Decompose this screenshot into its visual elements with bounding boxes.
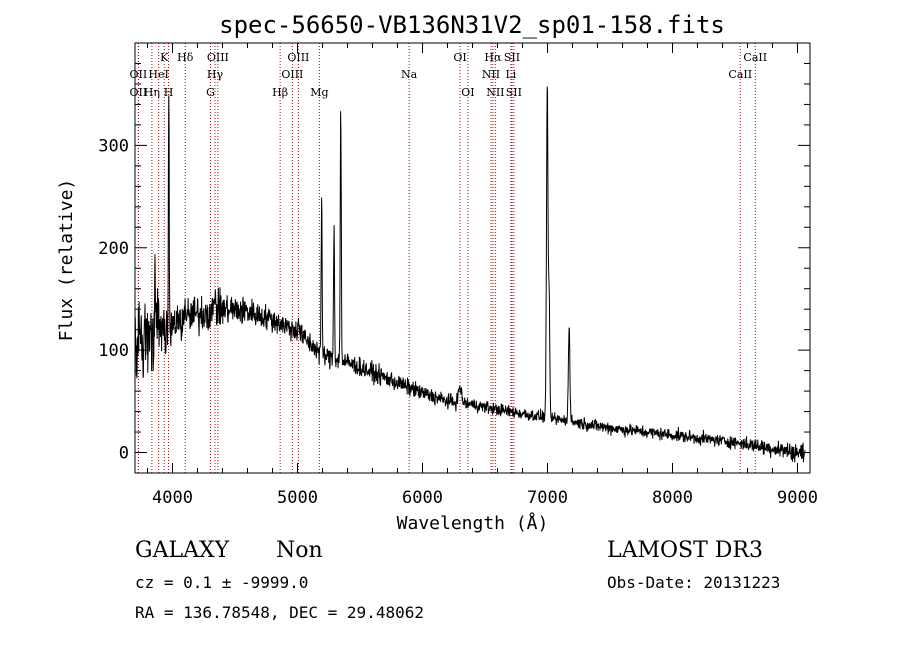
line-marker-label: OII [130,86,148,99]
chart-title: spec-56650-VB136N31V2_sp01-158.fits [219,11,725,39]
line-marker-label: Hη [144,86,160,99]
x-tick-label: 8000 [652,488,693,508]
line-marker-label: CaII [743,51,767,64]
line-marker-label: Hγ [207,68,224,81]
line-marker-label: Hα [484,51,502,64]
x-tick-label: 6000 [402,488,443,508]
line-marker-label: Hβ [272,86,288,99]
line-marker-label: HeI [148,68,168,81]
line-marker-label: OIII [207,51,229,64]
x-tick-label: 4000 [152,488,193,508]
line-marker-label: OI [461,86,474,99]
line-marker-label: CaII [728,68,752,81]
y-tick-label: 300 [98,136,129,156]
x-tick-label: 9000 [777,488,818,508]
line-marker-label: Na [401,68,418,81]
line-marker-label: OIII [281,68,303,81]
line-marker-label: Hδ [177,51,194,64]
redshift-value: cz = 0.1 ± -9999.0 [135,573,309,592]
line-marker-label: K [160,51,169,64]
line-marker-label: NII [486,86,504,99]
x-tick-label: 5000 [277,488,318,508]
y-tick-label: 200 [98,239,129,259]
line-marker-label: Mg [310,86,328,99]
x-tick-label: 7000 [527,488,568,508]
object-subclass: Non [276,538,323,563]
x-axis-label: Wavelength (Å) [397,512,549,534]
line-marker-label: G [206,86,215,99]
line-marker-label: H [164,86,174,99]
observation-date: Obs-Date: 20131223 [607,573,781,592]
line-marker-label: SII [504,51,520,64]
y-axis-label: Flux (relative) [56,179,77,342]
spectrum-line [134,86,806,463]
object-class: GALAXY [135,538,230,563]
coordinates: RA = 136.78548, DEC = 29.48062 [135,603,424,622]
line-marker-label: SII [506,86,522,99]
y-tick-label: 0 [119,444,129,464]
survey-name: LAMOST DR3 [607,538,763,563]
emission-line-markers [137,43,756,473]
axis-tick-labels: 4000 5000 6000 7000 8000 9000 0 100 200 300 [98,136,818,508]
line-marker-label: OI [453,51,466,64]
line-marker-label: NII [482,68,500,81]
line-marker-label: OII [130,68,148,81]
line-marker-label: Li [505,68,516,81]
axis-ticks [135,42,810,474]
line-marker-label: OIII [287,51,309,64]
plot-frame [134,42,811,474]
y-tick-label: 100 [98,341,129,361]
